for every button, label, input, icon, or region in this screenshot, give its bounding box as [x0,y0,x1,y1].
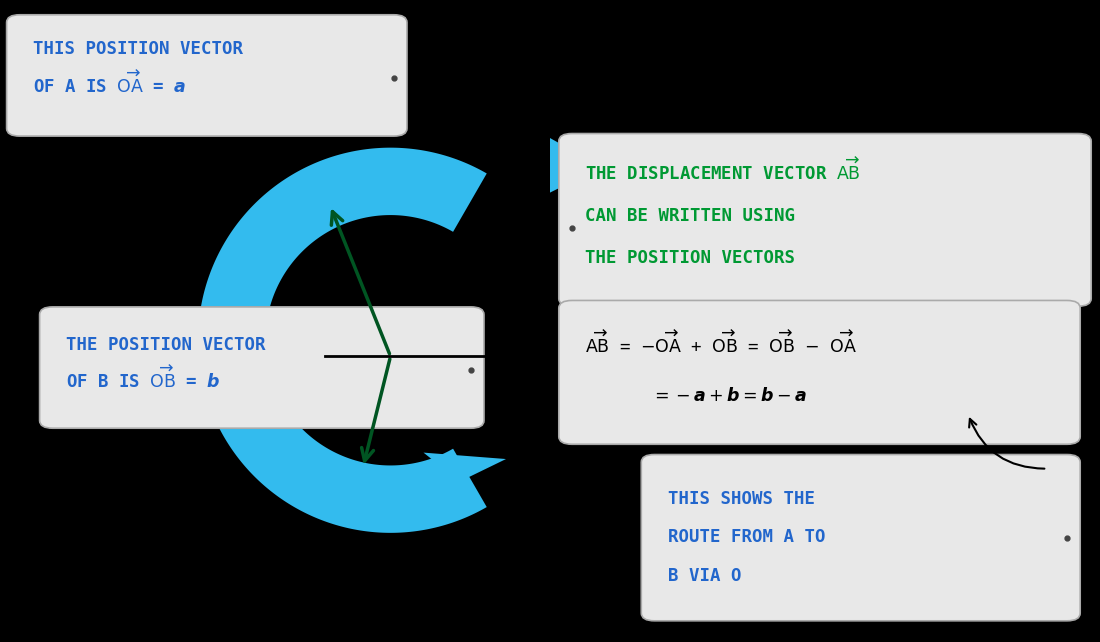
Text: THIS SHOWS THE: THIS SHOWS THE [668,490,815,508]
Polygon shape [550,138,602,193]
FancyBboxPatch shape [559,134,1091,306]
FancyBboxPatch shape [7,15,407,136]
Text: OF A IS $\overrightarrow{\rm OA}$ = $\boldsymbol{a}$: OF A IS $\overrightarrow{\rm OA}$ = $\bo… [33,71,186,97]
Polygon shape [198,148,486,533]
FancyBboxPatch shape [40,307,484,428]
Text: THE POSITION VECTORS: THE POSITION VECTORS [585,249,795,267]
FancyBboxPatch shape [559,300,1080,444]
Polygon shape [424,453,506,482]
Text: THE DISPLACEMENT VECTOR $\overrightarrow{\rm AB}$: THE DISPLACEMENT VECTOR $\overrightarrow… [585,157,861,184]
Text: OF B IS $\overrightarrow{\rm OB}$ = $\boldsymbol{b}$: OF B IS $\overrightarrow{\rm OB}$ = $\bo… [66,366,220,392]
Text: B VIA O: B VIA O [668,567,741,585]
FancyBboxPatch shape [641,455,1080,621]
Text: ROUTE FROM A TO: ROUTE FROM A TO [668,528,825,546]
Text: $\overrightarrow{\rm AB}$ = $-\overrightarrow{\rm OA}$ + $\overrightarrow{\rm OB: $\overrightarrow{\rm AB}$ = $-\overright… [585,331,857,357]
Text: THE POSITION VECTOR: THE POSITION VECTOR [66,336,265,354]
Text: CAN BE WRITTEN USING: CAN BE WRITTEN USING [585,207,795,225]
Text: THIS POSITION VECTOR: THIS POSITION VECTOR [33,40,243,58]
Text: $= -\boldsymbol{a} + \boldsymbol{b} = \boldsymbol{b} - \boldsymbol{a}$: $= -\boldsymbol{a} + \boldsymbol{b} = \b… [651,387,807,405]
